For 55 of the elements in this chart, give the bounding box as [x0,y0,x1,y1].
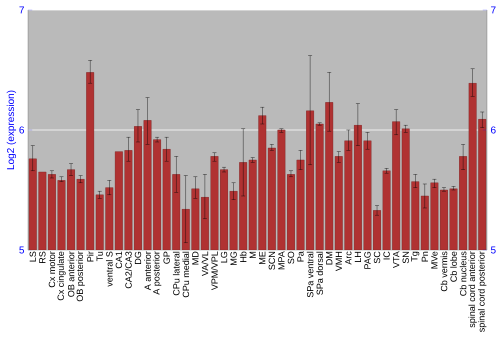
x-tick-label: Cb vermis [440,252,448,292]
x-tick-label: VTA [393,251,400,268]
x-tick-label: DM [326,252,332,264]
x-tick-label: SPa dorsal [316,252,323,295]
x-tick-label: DG [134,252,142,264]
x-tick-label: Pa [297,251,304,262]
y-axis-title: Log2 (expression) [6,90,16,170]
y2-tick-label: 7 [491,6,496,14]
x-tick-label: MG [230,252,237,265]
x-tick-label: RS [39,252,46,263]
x-tick-label: VA/VL [202,251,208,276]
x-tick-label: SO [288,252,294,264]
x-tick-label: CA2/CA3 [125,252,132,288]
x-tick-label: CPu lateral [172,252,180,296]
y-tick-label: 5 [19,246,24,254]
x-tick-label: LS [30,252,36,262]
x-tick-label: Tu [96,252,103,262]
x-tick-label: spinal cord posterior [478,251,486,332]
x-tick-label: CPu medial [182,252,190,298]
y-tick-label: 7 [19,6,24,14]
x-tick-label: PAG [364,252,371,269]
x-tick-label: SCN [268,252,276,270]
x-tick-label: SN [402,252,409,264]
x-tick-label: ME [259,252,266,264]
x-tick-label: MD [192,252,198,264]
x-tick-label: Hb [240,252,246,262]
x-tick-label: Cb nucleus [460,252,466,296]
y-tick-label: 6 [19,126,24,134]
y2-tick-label: 6 [491,126,496,134]
x-tick-label: A anterior [144,251,151,290]
x-tick-label: Pir [86,251,94,262]
x-tick-label: MPA [278,251,285,270]
x-tick-label: VPM/VPL [211,251,218,290]
x-tick-label: IC [383,252,390,260]
x-tick-label: VMH [336,252,342,272]
x-tick-label: OB posterior [76,251,85,302]
x-tick-label: Cx motor [48,251,56,288]
x-tick-label: OB anterior [68,251,74,297]
x-tick-label: ventral S [106,252,113,287]
x-tick-label: Cx cingulate [57,252,66,300]
x-tick-label: GP [163,252,170,264]
x-tick-label: SC [374,252,380,264]
x-tick-label: spinal cord anterior [468,251,477,328]
x-tick-label: CA1 [116,252,122,268]
x-tick-label: LG [220,252,228,262]
x-tick-label: Cb lobe [450,252,457,282]
x-tick-label: LH [354,252,361,262]
x-tick-label: Tg [411,252,420,262]
x-tick-label: M [250,252,256,258]
x-tick-label: Arc [345,251,352,265]
x-tick-label: MVe [431,252,438,268]
x-tick-label: A posterior [152,251,162,295]
x-tick-label: SPa ventral [306,252,314,298]
y2-tick-label: 5 [490,246,496,254]
x-tick-label: Pn [422,252,428,262]
